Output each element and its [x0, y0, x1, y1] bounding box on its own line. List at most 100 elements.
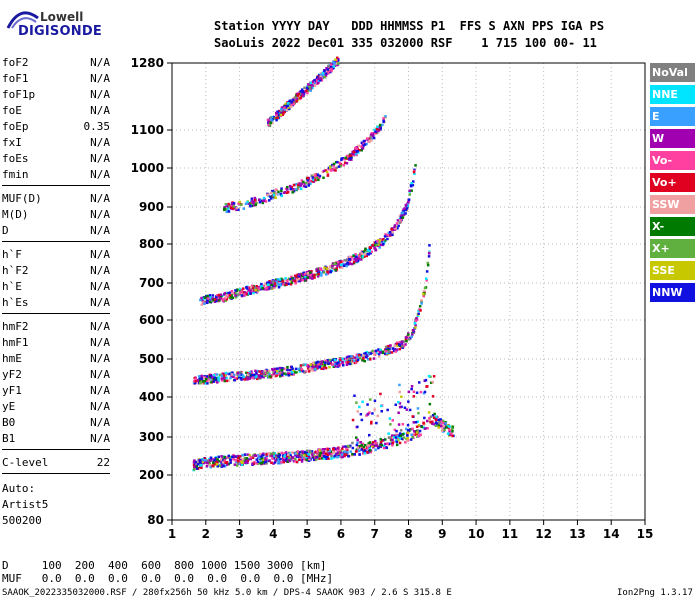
param-divider	[2, 449, 110, 450]
echo-point	[422, 294, 425, 298]
param-value: N/A	[90, 368, 110, 381]
echo-point	[406, 203, 409, 206]
echo-point	[408, 408, 412, 412]
echo-point	[390, 438, 394, 442]
echo-point	[408, 189, 411, 192]
echo-point	[334, 268, 337, 272]
muf-row: MUF 0.0 0.0 0.0 0.0 0.0 0.0 0.0 0.0 [MHz…	[2, 572, 334, 585]
echo-point	[232, 375, 235, 378]
echo-point	[231, 296, 234, 299]
echo-point	[309, 451, 312, 454]
echo-point	[288, 104, 291, 108]
echo-point	[400, 395, 403, 398]
echo-point	[269, 191, 273, 194]
param-value: N/A	[90, 264, 110, 277]
echo-point	[399, 216, 403, 219]
echo-point	[303, 90, 306, 93]
echo-point	[239, 288, 242, 291]
echo-point	[368, 449, 372, 452]
param-row: yF2 N/A	[2, 368, 110, 382]
echo-point	[302, 271, 306, 274]
echo-point	[404, 204, 408, 207]
echo-point	[229, 295, 233, 299]
echo-point	[332, 60, 335, 64]
echo-point	[288, 99, 292, 102]
echo-point	[332, 450, 335, 454]
echo-point	[280, 451, 283, 455]
echo-point	[313, 273, 316, 277]
echo-point	[206, 301, 209, 304]
echo-point	[261, 287, 264, 290]
echo-point	[294, 96, 297, 99]
echo-point	[266, 281, 269, 285]
echo-point	[440, 429, 444, 432]
echo-point	[254, 369, 257, 373]
echo-point	[366, 248, 370, 252]
echo-point	[300, 368, 303, 371]
echo-point	[345, 356, 349, 359]
echo-point	[311, 451, 314, 454]
echo-point	[287, 374, 291, 377]
echo-point	[346, 444, 350, 448]
y-tick-label: 1000	[131, 161, 164, 175]
echo-point	[407, 200, 410, 204]
echo-point	[371, 443, 374, 446]
echo-point	[327, 72, 330, 75]
echo-point	[298, 458, 301, 461]
echo-point	[355, 357, 358, 360]
echo-point	[441, 426, 444, 430]
echo-point	[232, 455, 236, 458]
echo-point	[256, 377, 259, 381]
param-value: N/A	[90, 416, 110, 429]
echo-point	[275, 280, 278, 284]
echo-point	[396, 342, 399, 346]
echo-point	[412, 329, 415, 332]
echo-point	[318, 454, 321, 457]
echo-point	[207, 297, 210, 300]
echo-point	[350, 262, 354, 266]
echo-point	[327, 66, 331, 70]
echo-point	[308, 87, 312, 91]
echo-point	[256, 290, 260, 293]
echo-point	[335, 166, 338, 169]
echo-point	[320, 360, 323, 363]
echo-point	[289, 283, 293, 286]
x-tick-label: 11	[502, 527, 519, 541]
param-name: h`F	[2, 248, 22, 261]
echo-point	[437, 426, 440, 429]
echo-point	[284, 453, 287, 457]
echo-point	[323, 364, 327, 367]
echo-point	[377, 355, 381, 358]
echo-point	[389, 423, 392, 426]
echo-point	[328, 366, 331, 369]
echo-point	[302, 273, 305, 277]
echo-point	[322, 367, 325, 371]
echo-point	[404, 441, 407, 444]
echo-point	[280, 373, 284, 377]
echo-point	[267, 194, 270, 198]
param-value: N/A	[90, 224, 110, 237]
echo-point	[379, 438, 382, 441]
echo-point	[355, 255, 359, 259]
param-row: h`E N/A	[2, 280, 110, 294]
echo-point	[298, 185, 301, 189]
echo-point	[252, 291, 255, 295]
echo-point	[338, 449, 342, 452]
echo-point	[388, 232, 392, 236]
echo-point	[419, 309, 422, 312]
echo-point	[343, 161, 347, 164]
echo-point	[342, 164, 346, 167]
echo-point	[361, 255, 365, 258]
echo-point	[312, 365, 315, 368]
echo-point	[352, 150, 355, 154]
param-value: N/A	[90, 72, 110, 85]
echo-point	[222, 374, 225, 377]
echo-point	[291, 279, 295, 282]
echo-point	[410, 387, 413, 391]
echo-point	[317, 272, 320, 276]
echo-point	[247, 202, 250, 205]
echo-point	[360, 448, 363, 451]
echo-point	[356, 410, 359, 413]
echo-point	[414, 164, 417, 167]
echo-point	[398, 214, 402, 218]
